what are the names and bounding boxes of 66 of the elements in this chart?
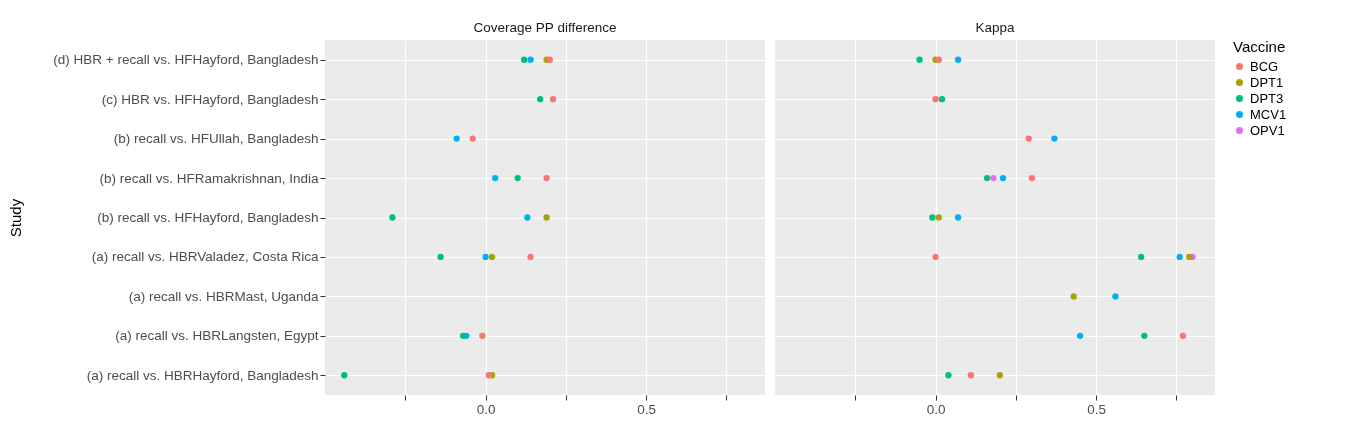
point	[932, 96, 939, 103]
point	[983, 174, 991, 182]
point	[999, 174, 1007, 182]
point	[954, 56, 962, 63]
point	[459, 332, 467, 339]
y-tick-label: (a) recall vs. HBRLangsten, Egypt	[115, 328, 319, 344]
legend-label: BCG	[1250, 58, 1279, 74]
legend-title: Vaccine	[1233, 38, 1286, 55]
x-tick-label: 0.0	[476, 401, 496, 417]
point	[996, 372, 1003, 379]
point	[482, 253, 489, 261]
point	[1112, 293, 1119, 300]
y-axis-title: Study	[7, 198, 25, 238]
point	[485, 372, 492, 379]
point	[1137, 253, 1145, 261]
legend-label: DPT3	[1250, 90, 1284, 106]
point	[453, 135, 460, 142]
point	[1028, 174, 1036, 182]
legend-label: MCV1	[1250, 106, 1287, 122]
point	[1179, 332, 1187, 339]
point	[916, 56, 923, 63]
point	[935, 214, 942, 221]
y-tick-label: (c) HBR vs. HFHayford, Bangladesh	[101, 91, 319, 107]
x-tick-label: 0.5	[1087, 401, 1107, 417]
y-tick-label: (b) recall vs. HFRamakrishnan, India	[99, 170, 319, 186]
point	[549, 96, 557, 103]
y-tick-label: (b) recall vs. HFHayford, Bangladesh	[97, 210, 319, 225]
point	[932, 253, 939, 261]
y-tick-label: (a) recall vs. HBRMast, Uganda	[128, 288, 319, 304]
point	[938, 96, 946, 103]
point	[1025, 135, 1032, 142]
legend-label: DPT1	[1250, 74, 1284, 90]
y-tick-label: (d) HBR + recall vs. HFHayford, Bangladesh	[53, 52, 319, 68]
x-tick-label: 0.0	[926, 401, 946, 417]
point	[537, 96, 544, 103]
point	[488, 253, 496, 261]
y-tick-label: (b) recall vs. HFUllah, Bangladesh	[113, 131, 319, 147]
point	[1176, 253, 1183, 261]
point	[1070, 293, 1077, 300]
chart-title: Coverage PP difference	[473, 19, 617, 35]
point	[1051, 135, 1058, 142]
y-tick-label: (a) recall vs. HBRValadez, Costa Rica	[91, 249, 319, 265]
point	[945, 372, 952, 379]
point	[524, 214, 531, 221]
point	[341, 372, 348, 379]
point	[990, 174, 997, 182]
point	[492, 174, 499, 182]
x-tick-label: 0.5	[637, 401, 657, 417]
point	[954, 214, 962, 221]
point	[967, 372, 975, 379]
point	[520, 56, 528, 63]
point	[929, 214, 936, 221]
point	[527, 253, 534, 261]
point	[437, 253, 444, 261]
point	[1076, 332, 1084, 339]
point	[543, 214, 550, 221]
point	[469, 135, 476, 142]
point	[527, 56, 534, 63]
point	[389, 214, 396, 221]
chart-title: Kappa	[975, 19, 1016, 35]
y-tick-label: (a) recall vs. HBRHayford, Bangladesh	[86, 367, 319, 383]
point	[514, 174, 521, 182]
point	[543, 174, 550, 182]
point	[1141, 332, 1148, 339]
point	[479, 332, 486, 339]
legend-label: OPV1	[1250, 122, 1285, 138]
